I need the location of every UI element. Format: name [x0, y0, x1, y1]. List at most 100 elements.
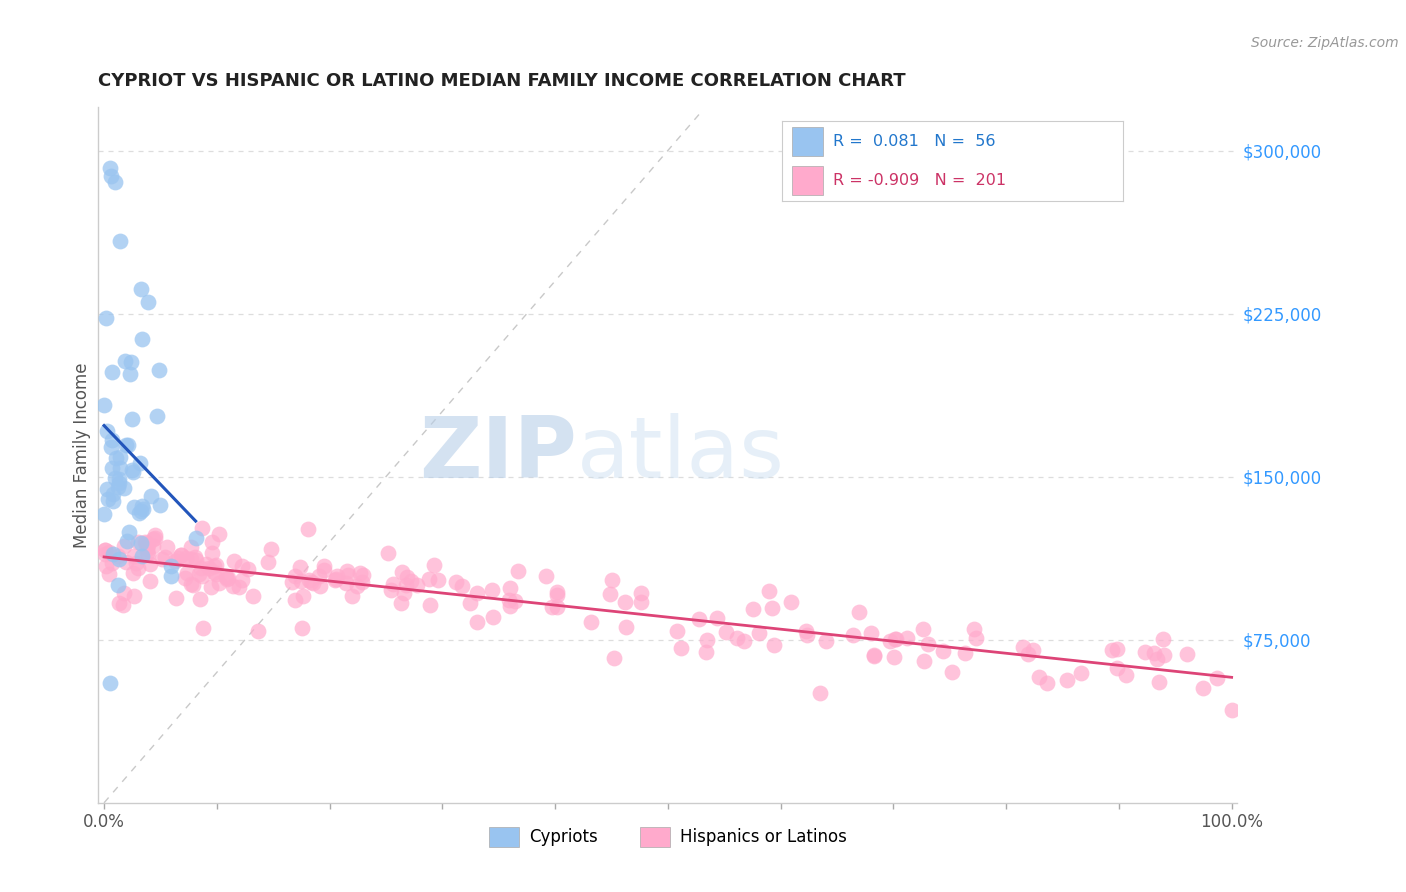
Point	[117, 437, 139, 451]
Point	[290, 574, 312, 588]
Point	[101, 486, 124, 500]
Point	[630, 586, 652, 600]
Point	[352, 568, 374, 582]
Point	[122, 566, 145, 581]
Point	[499, 582, 522, 596]
Point	[808, 686, 831, 700]
Point	[127, 535, 149, 549]
Point	[748, 626, 770, 640]
Point	[761, 601, 783, 615]
Point	[534, 568, 557, 582]
Point	[107, 578, 129, 592]
Point	[176, 566, 198, 580]
Point	[326, 569, 349, 583]
Point	[202, 559, 225, 574]
Point	[346, 579, 368, 593]
Point	[465, 615, 488, 629]
Point	[671, 641, 693, 656]
Point	[308, 569, 330, 583]
Point	[108, 552, 131, 566]
Point	[94, 542, 117, 557]
Point	[350, 574, 373, 589]
Point	[100, 440, 122, 454]
Point	[312, 563, 335, 577]
Point	[911, 623, 934, 637]
Point	[117, 533, 139, 548]
Point	[193, 621, 215, 635]
Point	[599, 587, 621, 601]
Point	[131, 332, 153, 346]
Point	[859, 625, 882, 640]
Point	[1175, 647, 1198, 661]
Point	[107, 596, 129, 610]
Point	[292, 589, 315, 603]
Point	[149, 498, 172, 512]
Point	[156, 540, 179, 554]
Point	[103, 493, 125, 508]
Point	[138, 557, 160, 571]
Point	[138, 547, 160, 561]
Point	[419, 598, 441, 612]
Point	[101, 433, 124, 447]
Point	[1017, 647, 1039, 661]
Point	[284, 593, 307, 607]
Point	[112, 481, 135, 495]
Point	[122, 589, 145, 603]
Point	[395, 569, 418, 583]
Point	[842, 628, 865, 642]
Text: atlas: atlas	[576, 413, 785, 497]
Point	[630, 595, 652, 609]
Point	[299, 574, 322, 589]
Point	[884, 632, 907, 646]
Point	[201, 534, 224, 549]
Point	[377, 546, 399, 560]
Point	[242, 589, 264, 603]
Point	[1105, 661, 1128, 675]
Point	[1056, 673, 1078, 688]
Point	[1115, 667, 1137, 681]
Point	[742, 602, 765, 616]
Point	[208, 576, 231, 591]
Point	[221, 579, 243, 593]
Point	[139, 489, 162, 503]
Point	[93, 398, 115, 412]
Point	[1146, 652, 1168, 666]
Point	[217, 571, 239, 585]
Point	[155, 549, 177, 564]
Point	[381, 576, 404, 591]
Text: ZIP: ZIP	[419, 413, 576, 497]
Point	[142, 532, 165, 546]
Point	[546, 587, 568, 601]
Point	[546, 585, 568, 599]
Point	[391, 565, 413, 579]
Point	[380, 582, 402, 597]
Point	[131, 549, 153, 563]
Point	[883, 632, 905, 647]
Point	[167, 551, 190, 566]
Point	[1143, 646, 1166, 660]
Point	[614, 620, 637, 634]
Point	[228, 580, 250, 594]
Point	[917, 637, 939, 651]
Point	[129, 282, 152, 296]
Point	[931, 643, 953, 657]
Point	[349, 566, 371, 581]
Point	[1028, 670, 1050, 684]
Point	[666, 624, 689, 639]
Point	[103, 547, 125, 561]
Point	[1105, 642, 1128, 657]
Point	[169, 548, 191, 562]
Point	[444, 575, 467, 590]
Point	[152, 552, 174, 566]
Point	[148, 363, 170, 377]
Point	[183, 549, 205, 564]
Point	[128, 506, 150, 520]
Point	[105, 451, 128, 466]
Point	[796, 628, 818, 642]
Point	[170, 548, 193, 562]
Point	[101, 460, 124, 475]
Point	[208, 527, 231, 541]
Point	[125, 556, 148, 570]
Point	[879, 634, 901, 648]
Point	[1133, 645, 1156, 659]
